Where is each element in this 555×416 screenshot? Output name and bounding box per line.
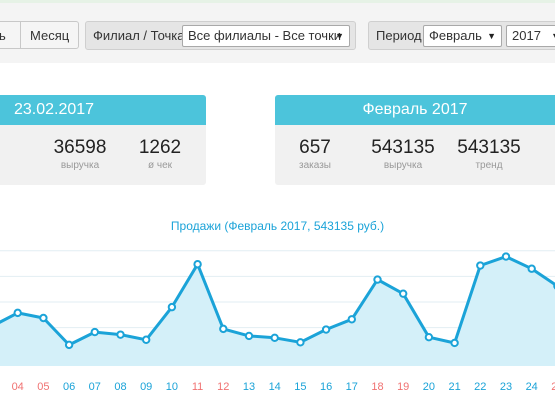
month-revenue-label: выручка	[383, 160, 423, 171]
data-point-16	[321, 325, 331, 334]
x-tick-label-11: 11	[192, 381, 203, 393]
sales-chart: 0304050607080910111213141516171819202122…	[0, 250, 555, 393]
x-tick-label-24: 24	[526, 381, 538, 393]
day-revenue-label: выручка	[60, 160, 100, 171]
top-strip	[0, 0, 555, 3]
day-summary-card: 23.02.2017 36598 выручка 1262 ø чек	[0, 95, 206, 185]
branch-filter: Филиал / Точка Все филиалы - Все точки ▼	[85, 21, 356, 50]
x-tick-label-21: 21	[448, 381, 460, 393]
month-summary-card: Февраль 2017 657 заказы 543135 выручка 5…	[275, 95, 555, 185]
sales-area	[0, 256, 555, 366]
day-avg-check-stat: 1262 ø чек	[120, 137, 200, 172]
dropdown-arrow-icon: ▼	[335, 31, 344, 41]
x-tick-label-15: 15	[294, 381, 306, 393]
data-point-19	[399, 289, 408, 298]
x-tick-label-09: 09	[140, 381, 152, 393]
x-tick-label-16: 16	[320, 381, 332, 393]
data-point-13	[244, 331, 254, 341]
period-filter-label: Период	[376, 28, 422, 43]
data-point-20	[424, 333, 434, 342]
data-point-22	[476, 261, 485, 270]
x-tick-label-14: 14	[269, 381, 281, 393]
branch-filter-label: Филиал / Точка	[93, 28, 185, 43]
month-orders-value: 657	[299, 137, 331, 158]
data-point-12	[219, 324, 228, 334]
month-revenue-value: 543135	[371, 137, 435, 158]
data-point-10	[167, 302, 177, 312]
year-select-value: 2017	[512, 28, 541, 43]
data-point-17	[347, 315, 356, 324]
x-tick-label-17: 17	[346, 381, 358, 393]
month-select[interactable]: Февраль ▼	[423, 25, 502, 47]
x-tick-label-18: 18	[371, 381, 383, 393]
data-point-06	[64, 340, 74, 350]
toolbar: ь Месяц Филиал / Точка Все филиалы - Все…	[0, 3, 555, 63]
day-avg-check-value: 1262	[138, 137, 182, 158]
data-point-15	[296, 338, 305, 347]
data-point-14	[270, 333, 279, 343]
x-tick-label-07: 07	[89, 381, 101, 393]
data-point-21	[450, 338, 459, 348]
period-button-group: ь Месяц	[0, 21, 80, 49]
x-tick-label-04: 04	[12, 381, 24, 393]
day-revenue-value: 36598	[53, 137, 107, 158]
day-card-title: 23.02.2017	[0, 95, 206, 125]
branch-select[interactable]: Все филиалы - Все точки ▼	[182, 25, 350, 47]
dropdown-arrow-icon: ▼	[487, 31, 496, 41]
data-point-09	[142, 335, 151, 344]
x-tick-label-08: 08	[114, 381, 126, 393]
x-tick-label-12: 12	[217, 381, 229, 393]
month-trend-value: 543135	[457, 137, 521, 158]
x-tick-label-13: 13	[243, 381, 255, 393]
data-point-18	[373, 275, 382, 284]
data-point-07	[90, 327, 100, 337]
month-trend-stat: 543135 тренд	[449, 137, 529, 172]
period-filter: Период Февраль ▼ 2017 ▼	[368, 21, 555, 50]
x-tick-label-23: 23	[500, 381, 512, 393]
data-point-04	[13, 308, 22, 318]
day-revenue-stat: 36598 выручка	[30, 137, 130, 172]
data-point-11	[193, 260, 202, 269]
month-select-value: Февраль	[429, 28, 482, 43]
x-tick-label-19: 19	[397, 381, 409, 393]
data-point-23	[501, 252, 511, 261]
data-point-24	[527, 264, 536, 273]
data-point-05	[39, 313, 48, 323]
dropdown-arrow-icon: ▼	[551, 26, 555, 46]
period-button-partial[interactable]: ь	[0, 21, 21, 49]
x-tick-label-05: 05	[37, 381, 49, 393]
month-orders-label: заказы	[299, 160, 331, 171]
month-button[interactable]: Месяц	[20, 21, 80, 49]
data-point-08	[116, 330, 125, 339]
x-tick-label-20: 20	[423, 381, 435, 393]
day-avg-check-label: ø чек	[147, 160, 173, 171]
branch-select-value: Все филиалы - Все точки	[188, 28, 342, 43]
month-trend-label: тренд	[475, 160, 503, 171]
year-select[interactable]: 2017 ▼	[506, 25, 555, 47]
month-orders-stat: 657 заказы	[280, 137, 350, 172]
x-tick-label-06: 06	[63, 381, 75, 393]
chart-title: Продажи (Февраль 2017, 543135 руб.)	[170, 219, 385, 233]
x-tick-label-25: 25	[551, 381, 555, 393]
month-card-title: Февраль 2017	[275, 95, 555, 125]
x-tick-label-10: 10	[166, 381, 178, 393]
x-tick-label-22: 22	[474, 381, 486, 393]
month-revenue-stat: 543135 выручка	[363, 137, 443, 172]
